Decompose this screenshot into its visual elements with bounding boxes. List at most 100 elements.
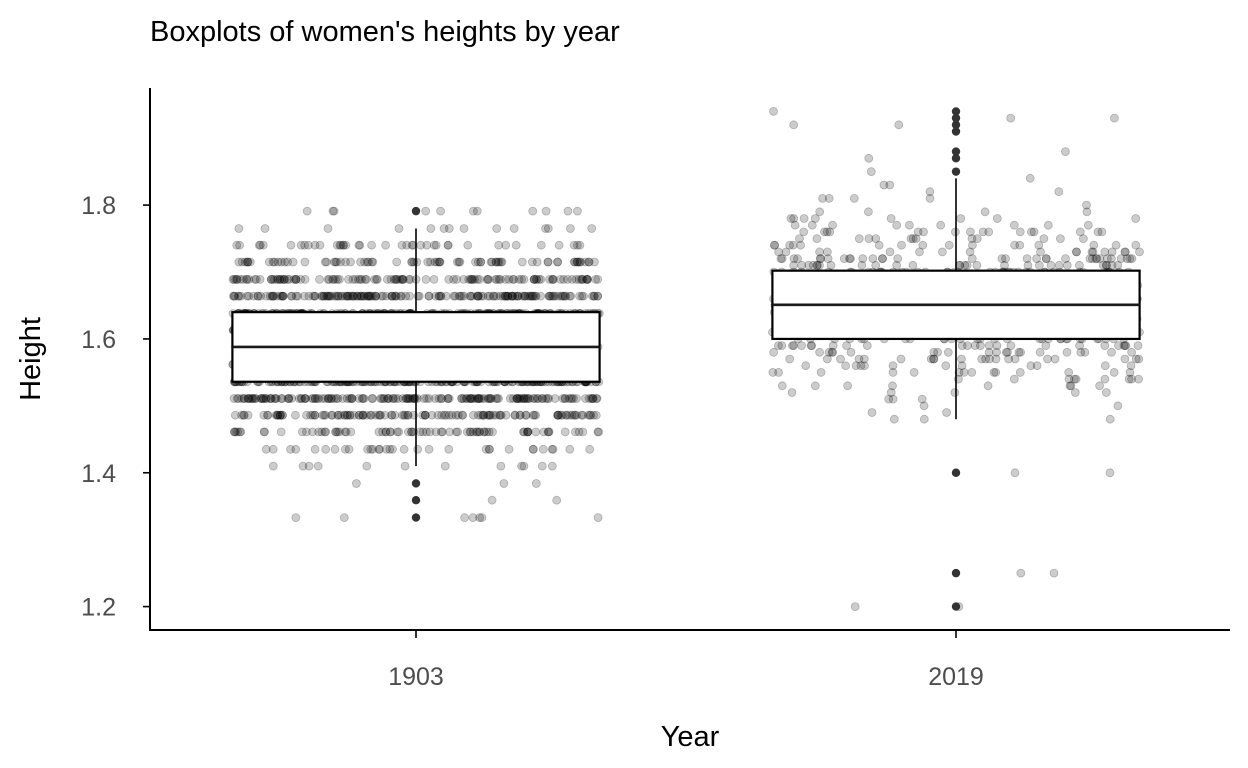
data-point <box>452 274 462 284</box>
data-point <box>980 207 990 217</box>
data-point <box>421 274 431 284</box>
data-point <box>297 394 307 403</box>
data-point <box>984 341 994 351</box>
outlier-point <box>411 495 421 505</box>
data-point <box>456 394 466 403</box>
data-point <box>261 394 271 403</box>
data-point <box>301 427 311 437</box>
data-point <box>1015 367 1025 377</box>
data-point <box>1054 187 1064 197</box>
data-point <box>400 461 410 471</box>
data-point <box>234 394 243 403</box>
data-point <box>287 394 297 403</box>
data-point <box>341 427 351 437</box>
data-point <box>843 381 852 391</box>
data-point <box>967 254 977 264</box>
data-point <box>483 410 493 420</box>
data-point <box>449 291 459 301</box>
data-point <box>1082 207 1092 217</box>
data-point <box>553 410 563 420</box>
data-point <box>325 291 335 301</box>
data-point <box>1070 374 1079 384</box>
data-point <box>590 291 599 301</box>
data-point <box>273 410 283 420</box>
data-point <box>1009 220 1019 230</box>
data-point <box>310 394 320 403</box>
data-point <box>418 427 428 437</box>
data-point <box>381 240 391 250</box>
data-point <box>1107 254 1116 264</box>
data-point <box>565 410 574 420</box>
data-point <box>229 291 238 301</box>
data-point <box>510 410 520 420</box>
data-point <box>391 394 401 403</box>
data-point <box>528 410 538 420</box>
data-point <box>392 291 401 301</box>
data-point <box>358 394 368 403</box>
data-point <box>1133 341 1143 351</box>
data-point <box>424 394 434 403</box>
data-point <box>438 427 447 437</box>
data-point <box>459 224 469 233</box>
data-point <box>854 234 864 244</box>
data-point <box>433 410 443 420</box>
data-point <box>353 291 363 301</box>
data-point <box>585 410 595 420</box>
data-point <box>1015 227 1025 237</box>
data-point <box>484 427 494 437</box>
data-point <box>229 427 239 437</box>
data-point <box>436 291 446 301</box>
data-point <box>466 291 476 301</box>
data-point <box>992 347 1001 357</box>
data-point <box>354 394 364 403</box>
data-point <box>560 291 570 301</box>
data-point <box>495 274 505 284</box>
data-point <box>362 257 372 267</box>
data-point <box>250 394 260 403</box>
data-point <box>556 291 566 301</box>
data-point <box>566 224 575 233</box>
data-point <box>381 427 391 437</box>
data-point <box>342 291 352 301</box>
data-point <box>1032 361 1042 371</box>
data-point <box>291 513 301 522</box>
data-point <box>845 254 854 264</box>
data-point <box>459 291 469 301</box>
data-point <box>581 394 590 403</box>
data-point <box>521 410 531 420</box>
data-point <box>517 291 527 301</box>
data-point <box>992 214 1002 223</box>
data-point <box>434 291 444 301</box>
data-point <box>361 274 371 284</box>
data-point <box>284 274 294 284</box>
data-point <box>312 394 322 403</box>
outlier-point <box>411 206 421 216</box>
data-point <box>491 394 501 403</box>
data-point <box>515 410 525 420</box>
data-point <box>402 240 412 250</box>
data-point <box>513 291 523 301</box>
data-point <box>344 444 354 454</box>
data-point <box>787 388 797 397</box>
data-point <box>229 394 239 403</box>
data-point <box>588 291 597 301</box>
data-point <box>310 444 320 454</box>
data-point <box>236 291 246 301</box>
data-point <box>366 410 376 420</box>
data-point <box>815 207 825 217</box>
data-point <box>590 257 599 267</box>
data-point <box>517 461 526 471</box>
data-point <box>310 394 320 403</box>
data-point <box>553 410 562 420</box>
data-point <box>230 427 239 437</box>
data-point <box>472 291 482 301</box>
data-point <box>1131 354 1141 364</box>
data-point <box>256 394 266 403</box>
data-point <box>439 224 449 233</box>
data-point <box>491 410 501 420</box>
data-point <box>342 394 352 403</box>
data-point <box>460 513 470 522</box>
data-point <box>286 444 295 454</box>
data-point <box>523 291 533 301</box>
data-point <box>375 410 385 420</box>
